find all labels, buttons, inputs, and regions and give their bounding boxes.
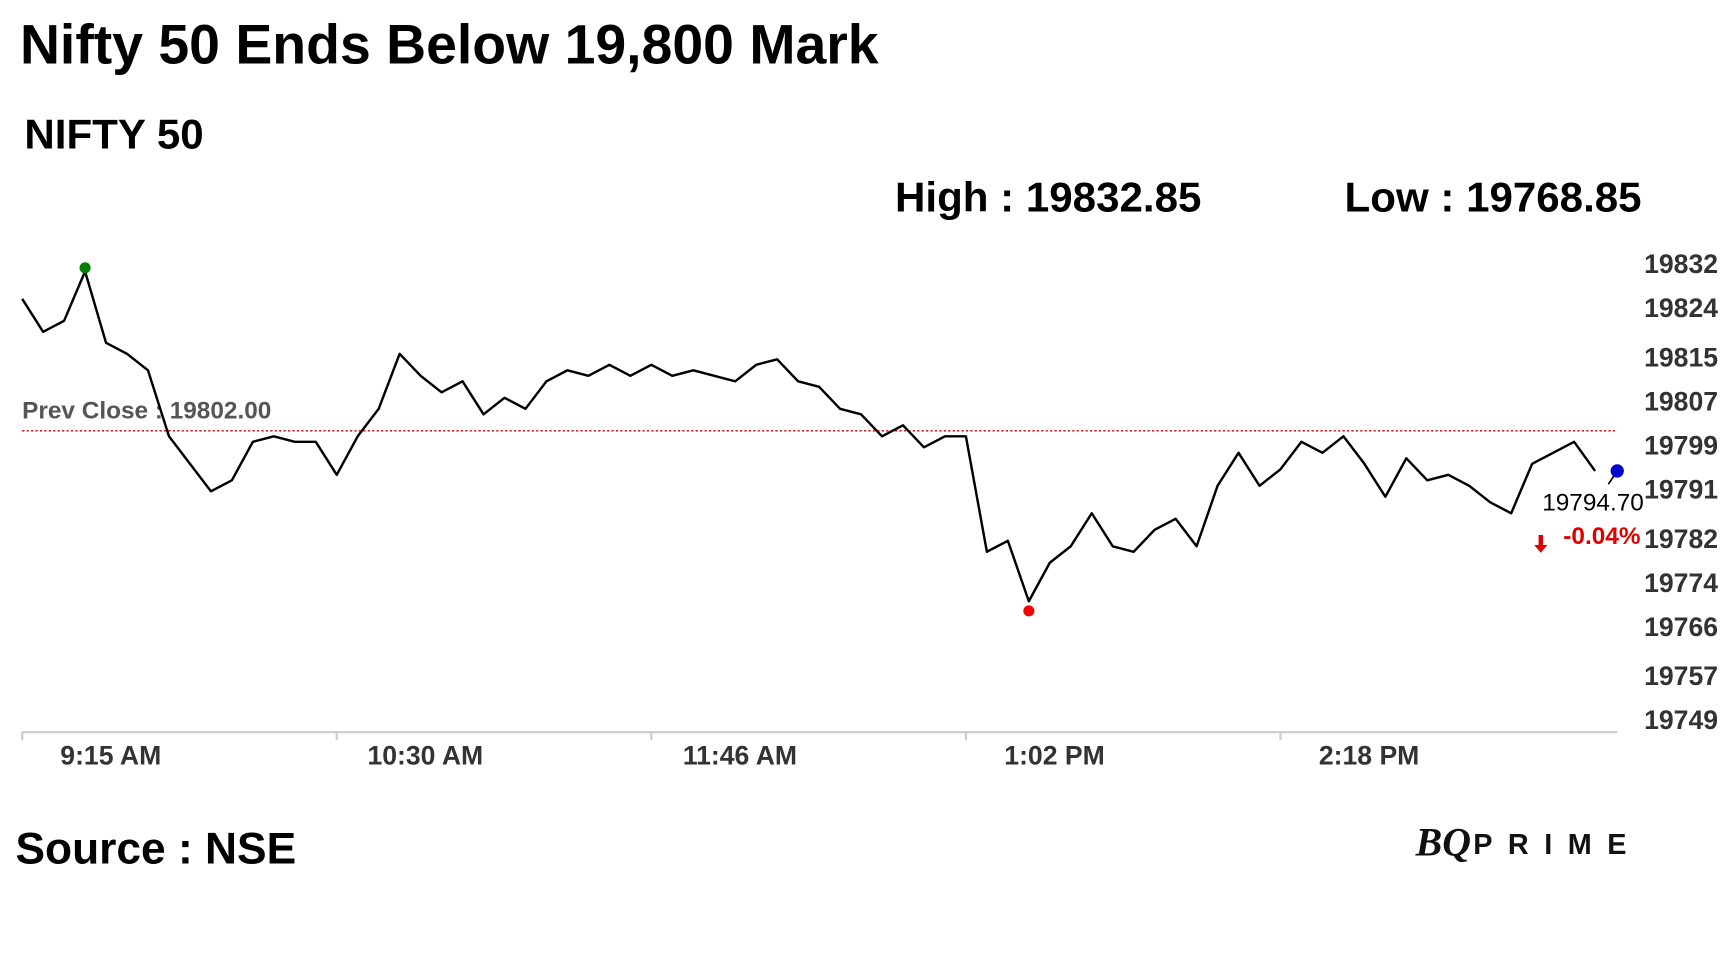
- x-tick-label: 11:46 AM: [683, 741, 797, 771]
- y-tick-label: 19766: [1644, 612, 1718, 642]
- y-tick-label: 19807: [1644, 386, 1718, 416]
- change-label: -0.04%: [1563, 523, 1641, 550]
- y-tick-label: 19749: [1644, 705, 1718, 735]
- x-tick-label: 2:18 PM: [1319, 741, 1419, 771]
- y-tick-label: 19757: [1644, 661, 1718, 691]
- y-tick-label: 19774: [1644, 568, 1718, 598]
- y-tick-label: 19832: [1644, 249, 1718, 279]
- price-line: [21, 270, 1597, 603]
- y-tick-label: 19824: [1644, 293, 1718, 323]
- low-label: Low : 19768.85: [1345, 174, 1642, 221]
- last-label: 19794.70: [1542, 490, 1644, 517]
- high-marker: [79, 262, 91, 274]
- y-tick-label: 19815: [1644, 342, 1718, 372]
- low-marker: [1023, 605, 1035, 617]
- y-tick-label: 19791: [1644, 474, 1718, 504]
- change-arrow: [1534, 535, 1548, 553]
- y-tick-label: 19799: [1644, 430, 1718, 460]
- x-tick-label: 10:30 AM: [367, 741, 483, 771]
- chart-title: Nifty 50 Ends Below 19,800 Mark: [20, 13, 879, 75]
- brand-name: PRIME: [1473, 829, 1642, 861]
- y-tick-label: 19782: [1644, 524, 1718, 554]
- high-label: High : 19832.85: [895, 174, 1201, 221]
- chart-subtitle: NIFTY 50: [24, 110, 203, 157]
- prev-close-label: Prev Close : 19802.00: [22, 397, 271, 424]
- x-tick-label: 1:02 PM: [1004, 741, 1104, 771]
- source: Source : NSE: [16, 825, 297, 874]
- x-tick-label: 9:15 AM: [60, 741, 161, 771]
- brand-mark: BQ: [1415, 819, 1471, 864]
- last-marker: [1610, 464, 1624, 478]
